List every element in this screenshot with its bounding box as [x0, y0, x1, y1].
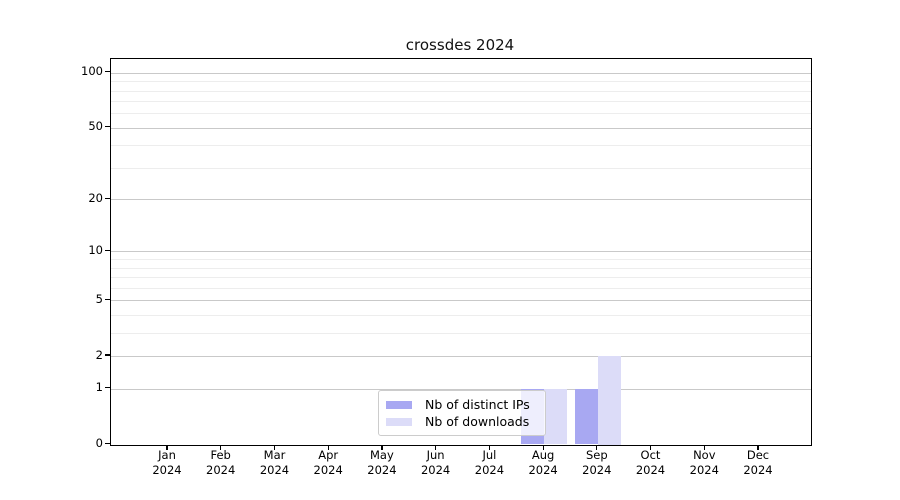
y-tick-label-1: 1 [95, 380, 103, 395]
y-tick-mark-5 [105, 298, 110, 300]
gridline-major-y2 [111, 356, 811, 357]
y-tick-label-20: 20 [88, 190, 103, 205]
x-tick-mark-mar [273, 445, 276, 450]
x-tick-label-may: May 2024 [367, 448, 397, 477]
legend-label-distinct-ips: Nb of distinct IPs [425, 397, 530, 412]
x-tick-label-mar: Mar 2024 [259, 448, 290, 477]
x-tick-label-oct: Oct 2024 [635, 448, 666, 477]
legend-item-downloads: Nb of downloads [379, 413, 545, 430]
y-tick-label-50: 50 [88, 119, 103, 134]
x-tick-label-jan: Jan 2024 [152, 448, 182, 477]
x-tick-label-apr: Apr 2024 [313, 448, 343, 477]
gridline-minor-y8 [111, 267, 811, 269]
y-tick-mark-20 [105, 197, 110, 199]
gridline-major-y5 [111, 300, 811, 302]
gridline-major-y20 [111, 199, 811, 201]
gridline-minor-y90 [111, 81, 811, 83]
gridline-major-y100 [111, 72, 811, 74]
x-tick-label-sep: Sep 2024 [582, 448, 612, 477]
gridline-minor-y60 [111, 113, 811, 115]
legend-label-downloads: Nb of downloads [425, 414, 530, 429]
x-tick-mark-jan [166, 445, 168, 450]
y-tick-mark-10 [105, 249, 110, 251]
bar-nb-of-distinct-ips-sep [574, 388, 598, 445]
gridline-minor-y70 [111, 101, 811, 103]
legend: Nb of distinct IPs Nb of downloads [378, 390, 546, 436]
x-tick-mark-nov [703, 445, 705, 450]
y-tick-label-0: 0 [95, 436, 103, 450]
x-tick-label-jul: Jul 2024 [474, 448, 505, 477]
gridline-major-y50 [111, 127, 811, 129]
gridline-major-y1 [111, 388, 811, 390]
bar-nb-of-downloads-aug [544, 388, 568, 445]
gridline-minor-y7 [111, 277, 811, 278]
y-tick-mark-50 [105, 126, 110, 128]
gridline-minor-y3 [111, 332, 811, 334]
gridline-minor-y40 [111, 145, 811, 147]
x-tick-mark-feb [220, 445, 222, 450]
plot-area [110, 58, 812, 446]
gridline-major-y10 [111, 251, 811, 253]
legend-swatch-downloads-icon [386, 417, 412, 426]
gridline-minor-y4 [111, 314, 811, 316]
y-tick-label-100: 100 [81, 64, 103, 79]
y-tick-label-10: 10 [88, 242, 103, 257]
bar-nb-of-downloads-sep [597, 356, 621, 445]
y-tick-label-5: 5 [95, 291, 103, 306]
gridline-minor-y6 [111, 287, 811, 289]
y-tick-label-2: 2 [95, 347, 103, 362]
y-tick-mark-0 [105, 442, 110, 445]
gridline-minor-y80 [111, 90, 811, 92]
x-tick-label-jun: Jun 2024 [420, 448, 451, 477]
x-tick-mark-dec [757, 445, 759, 450]
x-tick-mark-may [381, 445, 383, 450]
y-tick-mark-100 [105, 71, 110, 73]
gridline-minor-y9 [111, 259, 811, 260]
x-tick-mark-jul [488, 445, 491, 450]
x-tick-mark-sep [596, 445, 598, 450]
gridline-minor-y30 [111, 167, 811, 169]
x-tick-mark-jun [435, 445, 437, 450]
legend-swatch-distinct-ips-icon [386, 400, 412, 409]
legend-item-distinct-ips: Nb of distinct IPs [379, 396, 545, 413]
x-tick-mark-apr [327, 445, 329, 450]
x-tick-mark-aug [542, 445, 544, 450]
y-tick-mark-2 [105, 354, 110, 356]
x-tick-label-aug: Aug 2024 [528, 448, 558, 477]
x-tick-label-dec: Dec 2024 [743, 448, 773, 477]
x-tick-label-feb: Feb 2024 [206, 448, 236, 477]
x-tick-mark-oct [649, 445, 652, 450]
y-tick-mark-1 [105, 387, 110, 389]
x-tick-label-nov: Nov 2024 [689, 448, 719, 477]
chart-title: crossdes 2024 [405, 36, 515, 54]
